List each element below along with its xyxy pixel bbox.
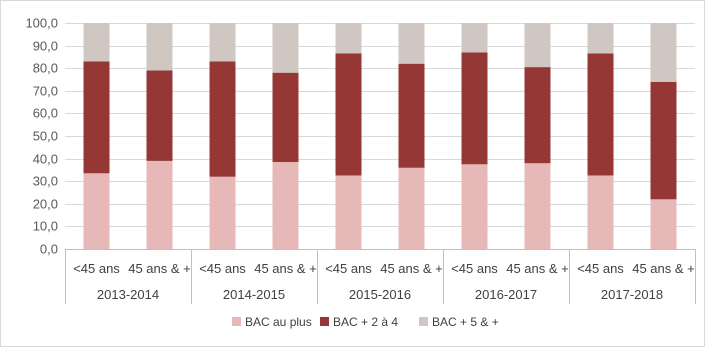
legend-label: BAC au plus xyxy=(245,315,312,329)
bar-segment-series-0 xyxy=(335,175,362,249)
bar-segment-series-1 xyxy=(650,81,677,200)
x-sub-label: 45 ans & + xyxy=(380,261,443,276)
x-group-label: 2015-2016 xyxy=(349,287,411,302)
x-sub-label: <45 ans xyxy=(577,261,624,276)
y-tick-label: 10,0 xyxy=(33,219,58,234)
y-tick-label: 40,0 xyxy=(33,152,58,167)
bar-segment-series-2 xyxy=(146,23,173,71)
y-tick-label: 20,0 xyxy=(33,197,58,212)
bar-segment-series-0 xyxy=(650,199,677,249)
legend-swatch xyxy=(320,317,329,326)
bar-segment-series-2 xyxy=(335,23,362,54)
bar-segment-series-1 xyxy=(272,72,299,162)
bars xyxy=(83,23,677,250)
bar-segment-series-1 xyxy=(335,53,362,176)
bar-segment-series-0 xyxy=(146,160,173,249)
y-tick-label: 50,0 xyxy=(33,129,58,144)
x-sub-label: <45 ans xyxy=(199,261,246,276)
axes: 0,0 10,0 20,0 30,0 40,0 50,0 60,0 70,0 80,0 90,0 1… xyxy=(25,16,696,304)
bar-segment-series-1 xyxy=(524,67,551,164)
x-sub-label: <45 ans xyxy=(325,261,372,276)
bar-segment-series-0 xyxy=(83,173,110,249)
bar-segment-series-0 xyxy=(524,163,551,249)
bar-segment-series-2 xyxy=(650,23,677,82)
bar-segment-series-1 xyxy=(398,63,425,168)
x-sub-label: <45 ans xyxy=(73,261,120,276)
y-tick-label: 0,0 xyxy=(40,242,58,257)
bar-segment-series-1 xyxy=(587,53,614,176)
bar-segment-series-2 xyxy=(398,23,425,64)
bar-segment-series-0 xyxy=(587,175,614,249)
bar-segment-series-2 xyxy=(272,23,299,73)
x-group-label: 2017-2018 xyxy=(601,287,663,302)
legend-swatch xyxy=(419,317,428,326)
y-tick-label: 80,0 xyxy=(33,61,58,76)
bar-segment-series-2 xyxy=(587,23,614,54)
x-group-label: 2013-2014 xyxy=(97,287,159,302)
bar-segment-series-1 xyxy=(146,70,173,161)
x-sub-label: 45 ans & + xyxy=(506,261,569,276)
bar-segment-series-0 xyxy=(209,176,236,249)
y-tick-label: 60,0 xyxy=(33,106,58,121)
legend-label: BAC + 2 à 4 xyxy=(333,315,398,329)
legend: BAC au plus BAC + 2 à 4 BAC + 5 & + xyxy=(232,315,499,329)
x-group-label: 2016-2017 xyxy=(475,287,537,302)
y-tick-label: 100,0 xyxy=(25,16,58,31)
legend-label: BAC + 5 & + xyxy=(432,315,499,329)
y-tick-label: 30,0 xyxy=(33,174,58,189)
bar-segment-series-1 xyxy=(83,61,110,174)
y-tick-label: 90,0 xyxy=(33,39,58,54)
bar-segment-series-1 xyxy=(209,61,236,177)
bar-segment-series-0 xyxy=(272,162,299,249)
bar-segment-series-2 xyxy=(461,23,488,53)
bar-segment-series-2 xyxy=(83,23,110,62)
bar-segment-series-0 xyxy=(398,167,425,249)
bar-segment-series-1 xyxy=(461,52,488,165)
x-group-label: 2014-2015 xyxy=(223,287,285,302)
legend-swatch xyxy=(232,317,241,326)
bar-segment-series-2 xyxy=(209,23,236,62)
x-sub-label: <45 ans xyxy=(451,261,498,276)
bar-segment-series-0 xyxy=(461,164,488,250)
x-sub-label: 45 ans & + xyxy=(128,261,191,276)
y-tick-label: 70,0 xyxy=(33,84,58,99)
bar-segment-series-2 xyxy=(524,23,551,68)
x-sub-label: 45 ans & + xyxy=(632,261,695,276)
x-sub-label: 45 ans & + xyxy=(254,261,317,276)
